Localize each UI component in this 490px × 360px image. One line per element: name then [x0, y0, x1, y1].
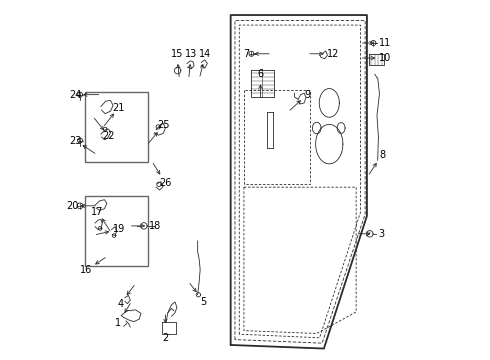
Text: 23: 23: [70, 136, 82, 145]
Text: 19: 19: [113, 225, 125, 234]
Text: 13: 13: [185, 49, 197, 59]
Text: 16: 16: [80, 265, 92, 275]
Text: 12: 12: [327, 49, 339, 59]
Text: 24: 24: [70, 90, 82, 100]
Text: 11: 11: [379, 38, 392, 48]
Text: 6: 6: [257, 69, 264, 79]
Text: 8: 8: [379, 150, 385, 160]
Text: 20: 20: [66, 201, 78, 211]
Text: 2: 2: [162, 333, 169, 343]
Text: 26: 26: [159, 178, 171, 188]
Text: 15: 15: [171, 49, 183, 59]
Text: 14: 14: [199, 49, 212, 59]
Text: 17: 17: [91, 207, 103, 217]
Text: 10: 10: [379, 53, 392, 63]
Text: 5: 5: [200, 297, 207, 307]
Text: 3: 3: [378, 229, 384, 239]
Text: 9: 9: [304, 90, 310, 100]
Text: 22: 22: [102, 131, 115, 141]
Text: 7: 7: [243, 49, 249, 59]
Text: 25: 25: [157, 121, 170, 130]
Text: 18: 18: [148, 221, 161, 231]
Text: 1: 1: [115, 319, 122, 328]
Text: 21: 21: [113, 103, 125, 113]
Text: 4: 4: [117, 299, 123, 309]
